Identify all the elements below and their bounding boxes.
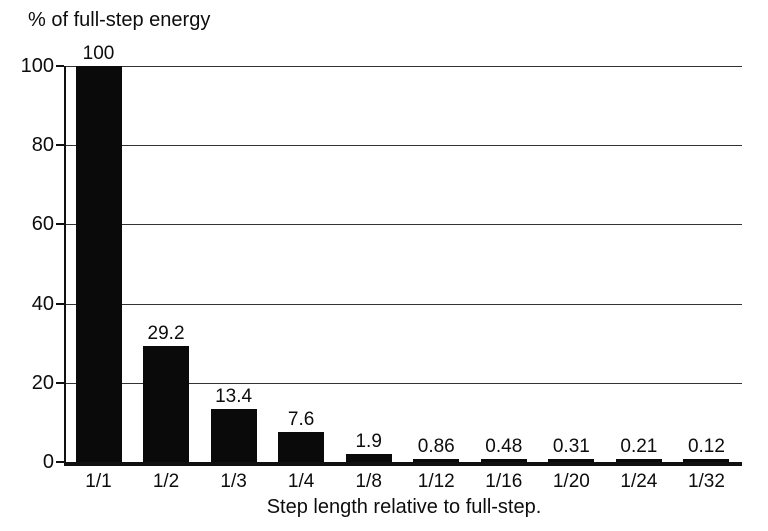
x-tick-label-1/2: 1/2 — [152, 471, 180, 492]
bar-value-label-1/24: 0.21 — [620, 435, 658, 457]
x-tick-label-1/3: 1/3 — [220, 471, 247, 492]
y-tick-label-100: 100 — [20, 55, 54, 77]
gridline-80 — [66, 145, 742, 147]
x-tick-label-1/32: 1/32 — [687, 471, 725, 492]
y-tick-0 — [56, 461, 64, 463]
chart-title: % of full-step energy — [28, 9, 211, 31]
bar-1/3 — [210, 408, 257, 462]
bar-value-label-1/12: 0.86 — [417, 435, 455, 457]
x-tick-label-1/1: 1/1 — [85, 471, 112, 492]
x-tick-label-1/8: 1/8 — [355, 471, 382, 492]
gridline-100 — [66, 66, 742, 67]
bar-1/8 — [345, 454, 392, 462]
y-tick-label-60: 60 — [31, 213, 54, 236]
gridline-40 — [66, 303, 742, 305]
y-tick-label-40: 40 — [31, 292, 54, 315]
bar-1/32 — [683, 458, 730, 462]
bar-1/4 — [278, 431, 325, 462]
x-tick-label-1/24: 1/24 — [620, 471, 658, 492]
y-tick-80 — [56, 144, 64, 147]
bar-value-label-1/20: 0.31 — [552, 435, 590, 457]
bar-value-label-1/1: 100 — [82, 43, 115, 64]
bar-1/16 — [480, 458, 527, 462]
x-tick-label-1/16: 1/16 — [485, 471, 523, 492]
bar-value-label-1/16: 0.48 — [485, 435, 523, 457]
bar-1/20 — [548, 458, 595, 462]
y-tick-label-80: 80 — [31, 134, 54, 157]
y-tick-label-0: 0 — [42, 451, 54, 473]
y-tick-40 — [56, 302, 64, 305]
bar-1/2 — [143, 346, 190, 462]
bar-1/24 — [615, 458, 662, 462]
y-tick-100 — [56, 65, 64, 67]
bar-1/1 — [75, 66, 122, 462]
bar-value-label-1/2: 29.2 — [147, 323, 185, 345]
x-axis-title: Step length relative to full-step. — [266, 496, 542, 518]
x-axis-line — [64, 462, 742, 466]
x-tick-label-1/12: 1/12 — [417, 471, 455, 492]
y-tick-60 — [56, 223, 64, 226]
bar-value-label-1/3: 13.4 — [215, 385, 253, 407]
y-axis-line — [64, 66, 66, 465]
bar-value-label-1/8: 1.9 — [355, 431, 382, 453]
bar-1/12 — [413, 458, 460, 462]
gridline-20 — [66, 382, 742, 384]
y-tick-20 — [56, 381, 64, 384]
y-tick-label-20: 20 — [31, 371, 54, 394]
bar-value-label-1/4: 7.6 — [287, 408, 315, 430]
x-tick-label-1/20: 1/20 — [552, 471, 590, 492]
bar-value-label-1/32: 0.12 — [687, 435, 725, 457]
gridline-60 — [66, 224, 742, 226]
x-tick-label-1/4: 1/4 — [287, 471, 315, 492]
